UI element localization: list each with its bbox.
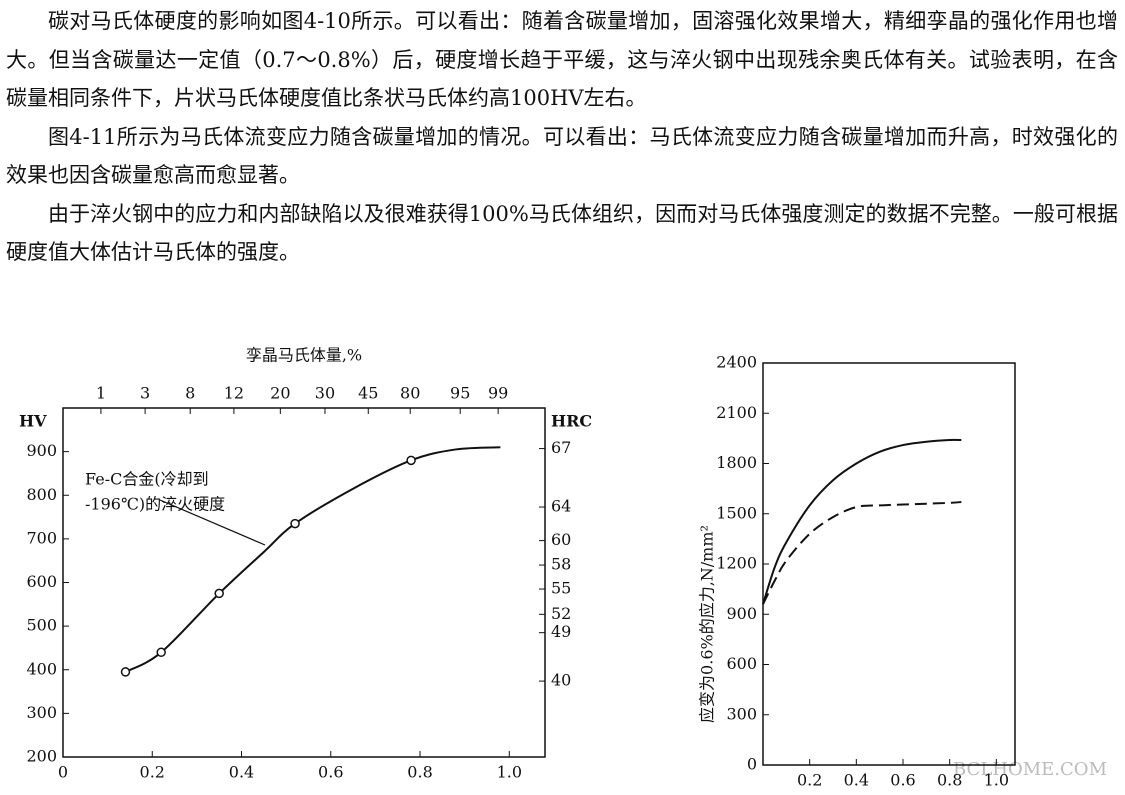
y-tick-label: 400	[26, 659, 57, 678]
y-axis-title: 应变为0.6%的应力,N/mm²	[698, 525, 717, 723]
paragraph: 图4-11所示为马氏体流变应力随含碳量增加的情况。可以看出：马氏体流变应力随含碳…	[6, 124, 1118, 188]
x2-tick-label: 80	[400, 384, 420, 403]
paragraph: 由于淬火钢中的应力和内部缺陷以及很难获得100%马氏体组织，因而对马氏体强度测定…	[6, 201, 1118, 265]
x-tick-label: 0.4	[844, 771, 869, 790]
x-tick-label: 0.6	[890, 771, 915, 790]
y-tick-label: 900	[726, 604, 757, 623]
x-tick-label: 0.6	[318, 763, 343, 782]
y2-tick-label: 55	[551, 579, 571, 598]
x-tick-label: 0.8	[407, 763, 432, 782]
watermark: BCLHOME.COM	[953, 759, 1107, 780]
x2-tick-label: 95	[450, 384, 470, 403]
body-text: 碳对马氏体硬度的影响如图4-10所示。可以看出：随着含碳量增加，固溶强化效果增大…	[6, 2, 1118, 272]
data-point	[290, 518, 300, 529]
series-line	[762, 438, 962, 605]
data-point	[120, 667, 131, 677]
x2-tick-label: 99	[488, 384, 508, 403]
y2-tick-label: 49	[551, 622, 571, 641]
y2-tick-label: 40	[551, 671, 571, 690]
y2-tick-label: 64	[551, 497, 571, 516]
x-tick-label: 1.0	[497, 763, 522, 782]
y-tick-label: 600	[26, 572, 57, 591]
plot-frame	[762, 362, 1016, 766]
y2-axis-title: HRC	[551, 412, 592, 431]
x2-tick-label: 8	[185, 384, 195, 403]
series-line	[762, 501, 962, 605]
annotation-leader	[159, 499, 266, 546]
y-tick-label: 500	[26, 616, 57, 635]
x-tick-label: 0	[58, 763, 68, 782]
y-tick-label: 800	[26, 485, 57, 504]
y-tick-label: 2100	[716, 403, 757, 422]
y2-tick-label: 67	[551, 438, 571, 457]
y-axis-title: HV	[19, 412, 47, 431]
x2-tick-label: 20	[270, 384, 290, 403]
x2-tick-label: 30	[315, 384, 335, 403]
x2-tick-label: 12	[224, 384, 244, 403]
x2-axis-title: 孪晶马氏体量,%	[246, 346, 362, 365]
annotation: Fe-C合金(冷却到	[85, 470, 209, 489]
y-tick-label: 200	[26, 747, 57, 766]
y-tick-label: 0	[747, 755, 757, 774]
y-tick-label: 1500	[716, 503, 757, 522]
data-point	[156, 647, 166, 658]
y-tick-label: 1800	[716, 453, 757, 472]
x2-tick-label: 45	[358, 384, 378, 403]
plot-frame	[62, 407, 546, 758]
x-tick-label: 0.2	[140, 763, 165, 782]
x2-tick-label: 3	[140, 384, 150, 403]
y-tick-label: 300	[726, 704, 757, 723]
x2-tick-label: 1	[96, 384, 106, 403]
y-tick-label: 900	[26, 441, 57, 460]
y-tick-label: 600	[726, 654, 757, 673]
y-tick-label: 2400	[716, 353, 757, 372]
x-tick-label: 0.8	[937, 771, 962, 790]
y-tick-label: 700	[26, 528, 57, 547]
data-point	[406, 455, 416, 466]
annotation: -196℃)的淬火硬度	[85, 495, 225, 514]
y-tick-label: 1200	[716, 554, 757, 573]
y2-tick-label: 58	[551, 555, 571, 574]
y-tick-label: 300	[26, 703, 57, 722]
x-tick-label: 0.2	[797, 771, 822, 790]
x-tick-label: 1.0	[984, 771, 1009, 790]
y2-tick-label: 52	[551, 604, 571, 623]
y2-tick-label: 60	[551, 530, 571, 549]
paragraph: 碳对马氏体硬度的影响如图4-10所示。可以看出：随着含碳量增加，固溶强化效果增大…	[6, 9, 1118, 110]
data-point	[214, 588, 224, 599]
x-tick-label: 0.4	[229, 763, 254, 782]
